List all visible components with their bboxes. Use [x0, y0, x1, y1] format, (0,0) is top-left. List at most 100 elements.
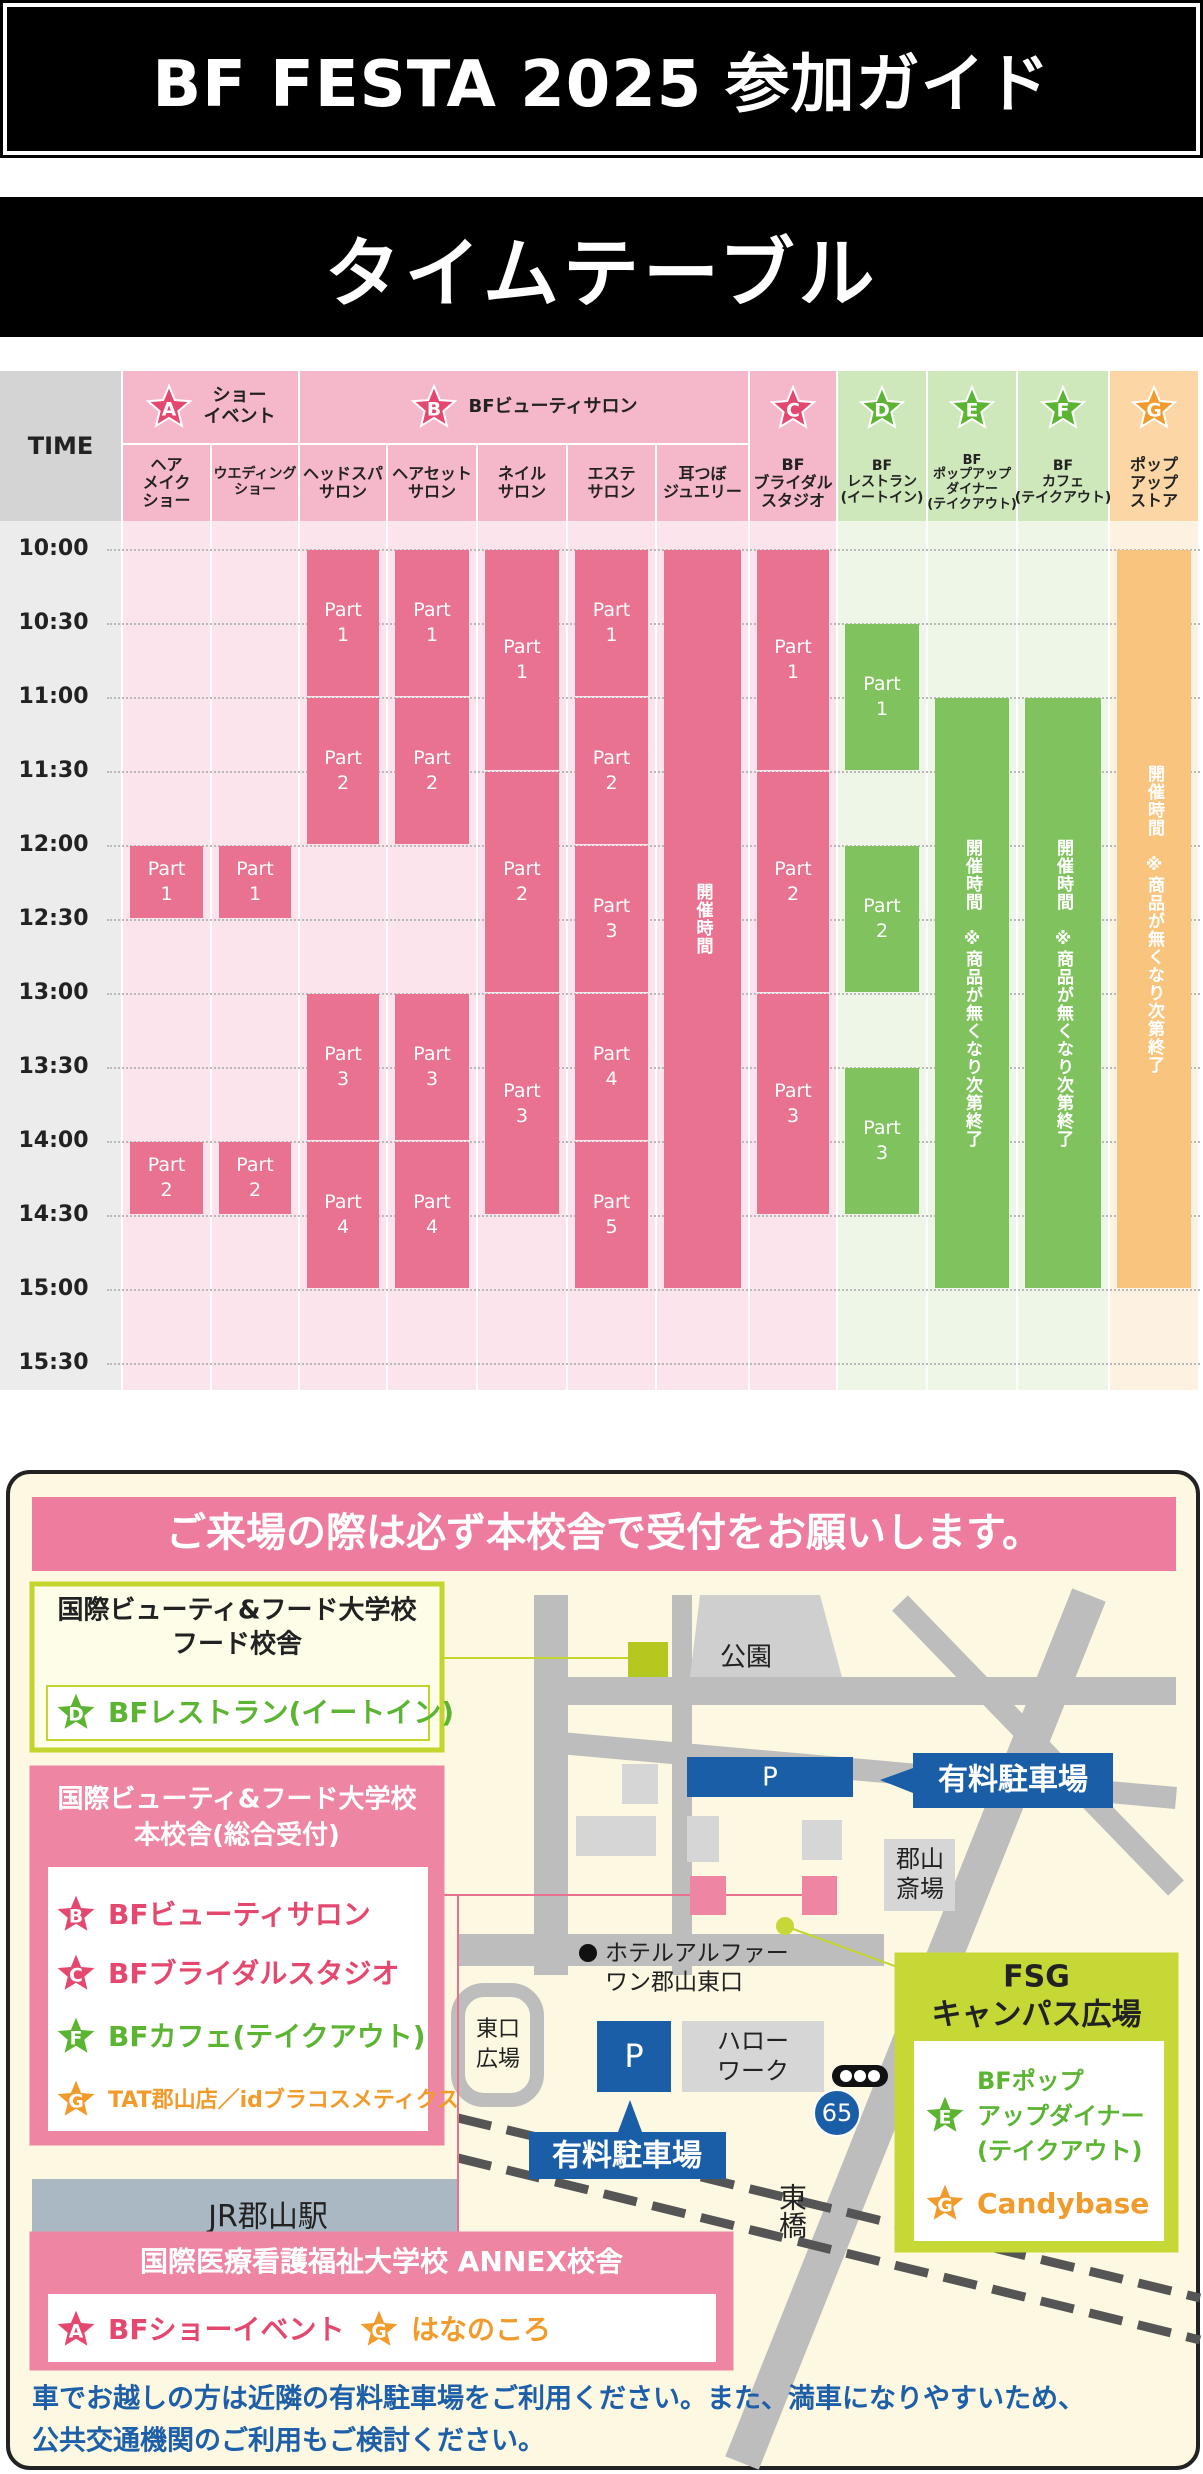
session-block: Part 2: [485, 772, 559, 992]
venue-title: 国際ビューティ&フード大学校: [57, 1595, 417, 1626]
session-block: Part 1: [395, 550, 469, 696]
star: [949, 385, 995, 429]
column-body: [123, 521, 212, 1390]
food-campus-marker: [628, 1642, 668, 1677]
star-letter: B: [69, 1907, 83, 1928]
time-label: 14:00: [18, 1128, 89, 1153]
star: [52, 1890, 100, 1935]
star: [52, 2012, 100, 2057]
time-header: TIME: [0, 371, 123, 521]
column-name-line: サロン: [497, 482, 546, 501]
session-block: Part 3: [395, 994, 469, 1140]
time-label: 15:30: [18, 1350, 89, 1375]
star: [52, 1688, 100, 1733]
column-name-line: サロン: [587, 482, 636, 501]
time-grid-line: [107, 1141, 1200, 1143]
star-letter: E: [966, 401, 979, 422]
main-campus-marker: [802, 1876, 837, 1915]
session-label: Part 2: [413, 747, 451, 794]
session-block: Part 1: [485, 550, 559, 770]
main-campus-marker: [690, 1876, 726, 1915]
hello-work-label: ハロー: [717, 2027, 789, 2055]
column-header: ネイル サロン: [478, 445, 568, 521]
column-name-line: ジュエリー: [663, 482, 742, 501]
session-label: Part 3: [774, 1080, 812, 1127]
label-pointer: [618, 2100, 642, 2132]
session-label: Part 3: [863, 1117, 901, 1164]
parking-label: 有料駐車場: [552, 2139, 702, 2174]
hotel-marker: [579, 1944, 597, 1962]
star: [921, 2179, 969, 2224]
venue-item: はなのころ: [411, 2313, 551, 2346]
star: [410, 384, 457, 428]
session-label: Part 5: [592, 1191, 631, 1238]
parking-label-box: [913, 1753, 1113, 1808]
venue-item: BFショーイベント: [108, 2313, 344, 2346]
venue-inner: [46, 1865, 430, 2133]
parking-label: 有料駐車場: [938, 1763, 1088, 1798]
group-name-line: イベント: [203, 406, 276, 427]
session-label: Part 2: [503, 858, 541, 905]
star-icon: G: [1131, 385, 1177, 429]
venue-item: BFポップ: [977, 2067, 1085, 2095]
column-header: エステ サロン: [568, 445, 657, 521]
parking-lot: [687, 1757, 853, 1797]
timetable: TIME A ショー イベント ヘア メイク ショー ウエディング ショー B BFビューティサロン…: [0, 371, 1200, 1390]
group-header: F: [1018, 371, 1110, 445]
venue-item: (テイクアウト): [977, 2137, 1142, 2165]
column-name-line: (テイクアウト): [927, 496, 1017, 512]
session-label: 開催時間: [692, 883, 713, 955]
group-header: G: [1110, 371, 1200, 445]
label-pointer: [880, 1768, 913, 1793]
session-block: Part 2: [219, 1142, 291, 1214]
star-letter: G: [371, 2322, 386, 2343]
star: [52, 2075, 100, 2120]
star: [859, 385, 905, 429]
session-label: Part 1: [413, 599, 451, 646]
session-block: Part 4: [395, 1142, 469, 1288]
session-block: Part 3: [757, 994, 829, 1214]
column-name-line: ショー: [234, 482, 276, 498]
traffic-light-lamp: [840, 2070, 852, 2082]
column-name-line: メイク: [142, 473, 191, 493]
header-title: BF FESTA 2025 参加ガイド: [7, 7, 1196, 151]
column-name-line: レストラン: [847, 474, 917, 491]
session-label: Part 1: [774, 636, 812, 683]
group-name-line: BFビューティサロン: [468, 395, 638, 417]
footer-note: 車でお越しの方は近隣の有料駐車場をご利用ください。また、満車になりやすいため、: [32, 2383, 1085, 2415]
star-icon: B: [410, 384, 457, 428]
session-block: Part 2: [845, 846, 919, 992]
column-header: BF レストラン (イートイン): [838, 445, 928, 521]
group-name: BFビューティサロン: [468, 395, 638, 418]
column-name-line: スタジオ: [760, 490, 825, 510]
session-label: Part 1: [236, 858, 274, 905]
column-name-line: (テイクアウト): [1014, 489, 1112, 506]
venue-title: フード校舎: [172, 1629, 302, 1660]
access-map: 公園 P 有料駐車場 郡山 斎場 ホテルアルファー ワン郡山東口 東口 広場 P…: [6, 1470, 1202, 2470]
pointer-line: [784, 1925, 901, 1969]
park-label: 公園: [720, 1643, 772, 1673]
session-label: Part 3: [503, 1080, 541, 1127]
group-name: ショー イベント: [204, 386, 276, 427]
traffic-light-lamp: [854, 2070, 866, 2082]
header-frame: BF FESTA 2025 参加ガイド: [0, 0, 1203, 158]
session-label: Part 4: [413, 1191, 451, 1238]
column-name-line: ポップアップ: [932, 467, 1011, 483]
column-header: ヘア メイク ショー: [123, 445, 212, 521]
parking-lot: [597, 2021, 671, 2092]
station-label: JR郡山駅: [206, 2200, 328, 2235]
session-label: Part 3: [592, 895, 631, 942]
column-name-line: ダイナー: [946, 482, 998, 497]
column-name-line: ヘア: [150, 455, 183, 475]
column-name-line: アップ: [1129, 473, 1178, 493]
session-block: 開催時間 ※商品が無くなり次第終了: [1025, 698, 1101, 1288]
time-label: 13:00: [18, 980, 89, 1005]
session-label: Part 1: [324, 599, 362, 646]
time-grid-line: [107, 993, 1200, 995]
star-letter: A: [161, 400, 176, 421]
session-label: Part 1: [863, 673, 901, 720]
star-letter: E: [939, 2108, 952, 2129]
session-block: Part 1: [575, 550, 648, 696]
session-block: Part 1: [307, 550, 379, 696]
